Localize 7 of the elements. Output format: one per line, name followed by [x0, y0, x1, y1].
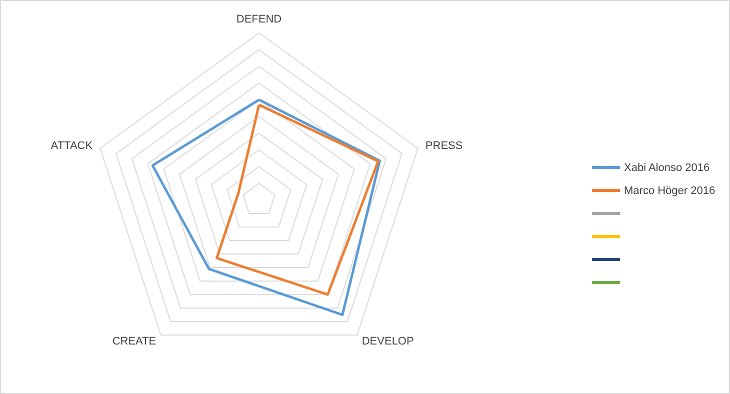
spoke-label: DEFEND: [236, 14, 282, 26]
legend-label: Marco Höger 2016: [624, 184, 716, 196]
spoke-label: ATTACK: [50, 140, 94, 152]
legend-label: Xabi Alonso 2016: [624, 162, 710, 174]
spoke-label: PRESS: [425, 140, 463, 152]
spoke-label: DEVELOP: [362, 336, 414, 348]
spoke-label: CREATE: [112, 336, 156, 348]
